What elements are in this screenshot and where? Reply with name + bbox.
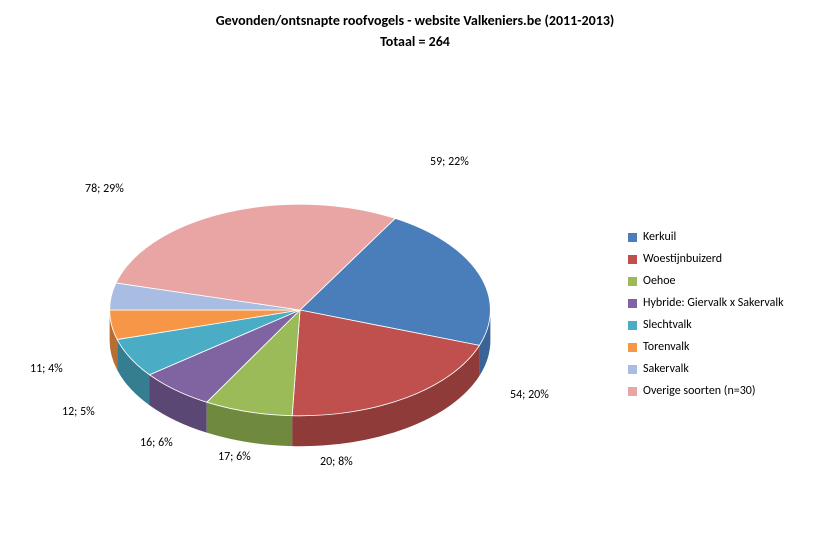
data-label: 20; 8% bbox=[320, 455, 353, 469]
legend-label: Kerkuil bbox=[643, 230, 676, 244]
legend-item: Overige soorten (n=30) bbox=[628, 384, 818, 398]
legend-label: Torenvalk bbox=[643, 340, 689, 354]
legend-item: Slechtvalk bbox=[628, 318, 818, 332]
data-label: 11; 4% bbox=[30, 362, 63, 376]
legend-swatch bbox=[628, 277, 637, 286]
chart-title-block: Gevonden/ontsnapte roofvogels - website … bbox=[0, 12, 830, 50]
data-label: 54; 20% bbox=[510, 388, 549, 402]
legend-label: Hybride: Giervalk x Sakervalk bbox=[643, 296, 784, 310]
pie-svg bbox=[40, 90, 560, 530]
chart-title-line1: Gevonden/ontsnapte roofvogels - website … bbox=[0, 12, 830, 29]
legend-item: Torenvalk bbox=[628, 340, 818, 354]
legend-item: Woestijnbuizerd bbox=[628, 252, 818, 266]
legend-label: Oehoe bbox=[643, 274, 676, 288]
data-label: 17; 6% bbox=[218, 450, 251, 464]
chart-title-line2: Totaal = 264 bbox=[0, 33, 830, 50]
legend-swatch bbox=[628, 233, 637, 242]
data-label: 12; 5% bbox=[62, 405, 95, 419]
legend-label: Sakervalk bbox=[643, 362, 689, 376]
legend-item: Kerkuil bbox=[628, 230, 818, 244]
legend: Kerkuil Woestijnbuizerd Oehoe Hybride: Gier… bbox=[628, 230, 818, 406]
legend-swatch bbox=[628, 343, 637, 352]
legend-swatch bbox=[628, 299, 637, 308]
legend-item: Sakervalk bbox=[628, 362, 818, 376]
legend-swatch bbox=[628, 365, 637, 374]
legend-swatch bbox=[628, 321, 637, 330]
pie-chart bbox=[40, 90, 560, 510]
legend-swatch bbox=[628, 387, 637, 396]
legend-label: Overige soorten (n=30) bbox=[643, 384, 756, 398]
legend-item: Hybride: Giervalk x Sakervalk bbox=[628, 296, 818, 310]
data-label: 16; 6% bbox=[140, 436, 173, 450]
data-label: 59; 22% bbox=[430, 155, 469, 169]
legend-swatch bbox=[628, 255, 637, 264]
data-label: 78; 29% bbox=[85, 182, 124, 196]
legend-item: Oehoe bbox=[628, 274, 818, 288]
legend-label: Slechtvalk bbox=[643, 318, 692, 332]
legend-label: Woestijnbuizerd bbox=[643, 252, 722, 266]
